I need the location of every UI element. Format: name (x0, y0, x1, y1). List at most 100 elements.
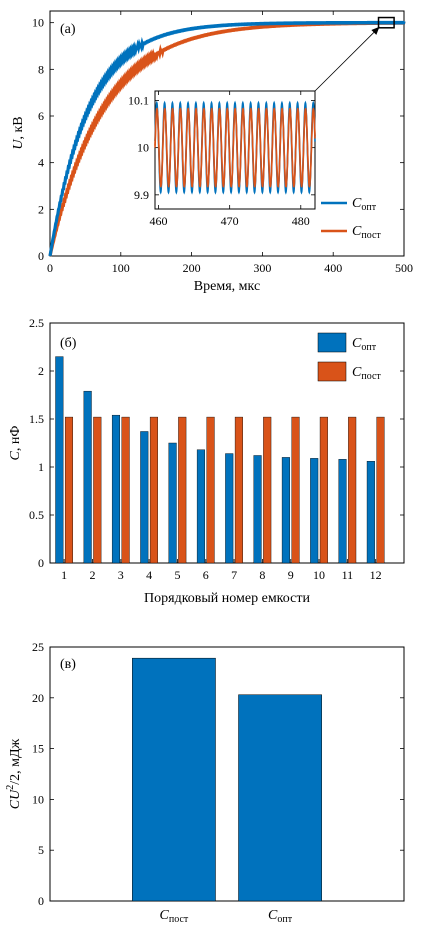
panel-a-xtick-label: 400 (324, 261, 342, 275)
panel-c-category-labels: Cпост Cопт (160, 908, 293, 925)
panel-b-ytick-label: 0.5 (29, 508, 44, 522)
panel-c-ytick-label: 5 (38, 843, 44, 857)
panel-c-ylabel-rest: /2, мДж (8, 738, 23, 784)
panel-b-bar-opt (366, 461, 375, 564)
panel-b-bar-opt (55, 356, 64, 564)
panel-b-ytick-label: 2 (38, 364, 44, 378)
panel-b-bars (55, 356, 385, 564)
panel-b-xtick-label: 9 (288, 568, 294, 582)
panel-a-xtick-label: 100 (112, 261, 130, 275)
panel-a-legend: Cопт Cпост (321, 196, 381, 241)
panel-b-bar-post (149, 416, 158, 564)
panel-a-ytick-label: 4 (38, 156, 44, 170)
panel-c-bars (132, 657, 322, 902)
panel-b-bar-opt (111, 414, 121, 564)
panel-c-label: (в) (60, 657, 76, 672)
panel-b-xtick-label: 1 (61, 568, 67, 582)
panel-a-ylabel-unit: , кВ (11, 116, 26, 139)
legend-b-swatch-post (317, 361, 347, 382)
panel-b-capacitance-chart: 00.511.522.51 2 3 4 5 6 7 8 9 10 11 12 (б) Порядков… (8, 316, 405, 606)
panel-c-ytick-label: 25 (32, 640, 44, 654)
panel-b-bar-post (319, 416, 328, 564)
panel-c-ticks: 0 5 10 15 20 25 (32, 640, 404, 908)
panel-b-bar-post (263, 416, 272, 564)
panel-b-bar-opt (140, 431, 149, 564)
panel-a-ticks: 0 100 200 300 400 500 0 2 4 6 8 10 (32, 11, 413, 275)
panel-b-bar-opt (281, 457, 290, 564)
panel-b-ytick-label: 1 (38, 460, 44, 474)
panel-c-plot-area (49, 646, 405, 902)
panel-a-inset-xtick-label: 460 (150, 214, 168, 228)
panel-b-bar-opt (338, 459, 347, 564)
panel-b-label: (б) (60, 336, 77, 351)
panel-a-series (48, 20, 406, 257)
panel-b-ytick-label: 2.5 (29, 316, 44, 330)
panel-c-bar (238, 694, 322, 902)
panel-b-bar-opt (196, 449, 205, 564)
panel-a-inset-ticks: 460 470 480 9.9 10 10.1 (128, 91, 315, 228)
panel-a-inset-xtick-label: 470 (221, 214, 239, 228)
panel-b-xlabel: Порядковый номер емкости (144, 591, 310, 606)
panel-a-xtick-label: 0 (47, 261, 53, 275)
legend-b-label-post: Cпост (352, 365, 381, 382)
panel-b-bar-post (348, 416, 357, 564)
panel-a-inset-ytick-label: 9.9 (134, 188, 149, 202)
panel-c-ytick-label: 0 (38, 894, 44, 908)
panel-a-inset-xtick-label: 480 (292, 214, 310, 228)
panel-c-ytick-label: 20 (32, 691, 44, 705)
panel-b-bar-opt (225, 453, 234, 564)
panel-b-ytick-label: 0 (38, 556, 44, 570)
panel-c-ytick-label: 10 (32, 792, 44, 806)
legend-a-label-post: Cпост (352, 224, 381, 241)
panel-b-bar-post (121, 416, 130, 564)
panel-b-xtick-label: 4 (146, 568, 152, 582)
panel-c-ylabel: CU2/2, мДж (5, 738, 23, 809)
panel-c-ylabel-sup: 2 (5, 785, 16, 790)
legend-a-label-opt: Cопт (352, 196, 377, 213)
panel-c-xtick-label: Cопт (268, 908, 293, 925)
panel-a-zoom-box (377, 16, 395, 29)
panel-c-ylabel-main: CU (8, 789, 23, 809)
panel-b-ylabel-unit: , нФ (8, 426, 23, 452)
panel-a-label: (а) (60, 22, 76, 37)
panel-a-ytick-label: 0 (38, 249, 44, 263)
panel-a-inset: 460 470 480 9.9 10 10.1 (128, 90, 316, 228)
panel-c-energy-chart: 0 5 10 15 20 25 (в) CU2/2, мДж Cпост Cопт (5, 640, 405, 925)
panel-b-ylabel-var: C (8, 450, 23, 460)
panel-b-bar-post (64, 416, 74, 564)
panel-a-ytick-label: 2 (38, 202, 44, 216)
panel-a-xtick-label: 500 (395, 261, 413, 275)
panel-b-bar-post (376, 416, 385, 564)
panel-b-bar-opt (83, 390, 92, 564)
panel-a-ylabel: U, кВ (11, 116, 26, 149)
panel-c-bar (132, 657, 216, 902)
panel-b-legend: Cопт Cпост (317, 332, 381, 382)
panel-b-bar-post (93, 416, 102, 564)
panel-a-inset-ytick-label: 10 (137, 141, 149, 155)
panel-a-xlabel: Время, мкс (194, 279, 260, 294)
panel-b-bar-post (291, 416, 300, 564)
panel-b-xtick-label: 2 (89, 568, 95, 582)
panel-c-xtick-label: Cпост (160, 908, 189, 925)
panel-b-bar-opt (310, 458, 319, 564)
panel-b-ytick-label: 1.5 (29, 412, 44, 426)
panel-b-bar-post (234, 416, 243, 564)
panel-b-xtick-label: 12 (370, 568, 382, 582)
panel-b-bar-opt (168, 442, 177, 564)
panel-a-inset-ytick-label: 10.1 (128, 93, 149, 107)
panel-a-ytick-label: 6 (38, 109, 44, 123)
panel-b-ylabel: C, нФ (8, 426, 23, 461)
panel-b-bar-post (206, 416, 215, 564)
panel-a-xtick-label: 300 (253, 261, 271, 275)
panel-b-xtick-label: 10 (313, 568, 325, 582)
panel-b-xtick-label: 6 (203, 568, 209, 582)
panel-a-zoom-arrowhead (371, 26, 380, 35)
panel-a-zoom-connector (314, 26, 380, 92)
panel-b-xtick-label: 5 (174, 568, 180, 582)
panel-c-ytick-label: 15 (32, 742, 44, 756)
panel-b-bar-opt (253, 455, 262, 564)
panel-b-ticks: 00.511.522.51 2 3 4 5 6 7 8 9 10 11 12 (29, 316, 404, 582)
panel-b-xtick-label: 7 (231, 568, 237, 582)
panel-b-xtick-label: 11 (342, 568, 354, 582)
